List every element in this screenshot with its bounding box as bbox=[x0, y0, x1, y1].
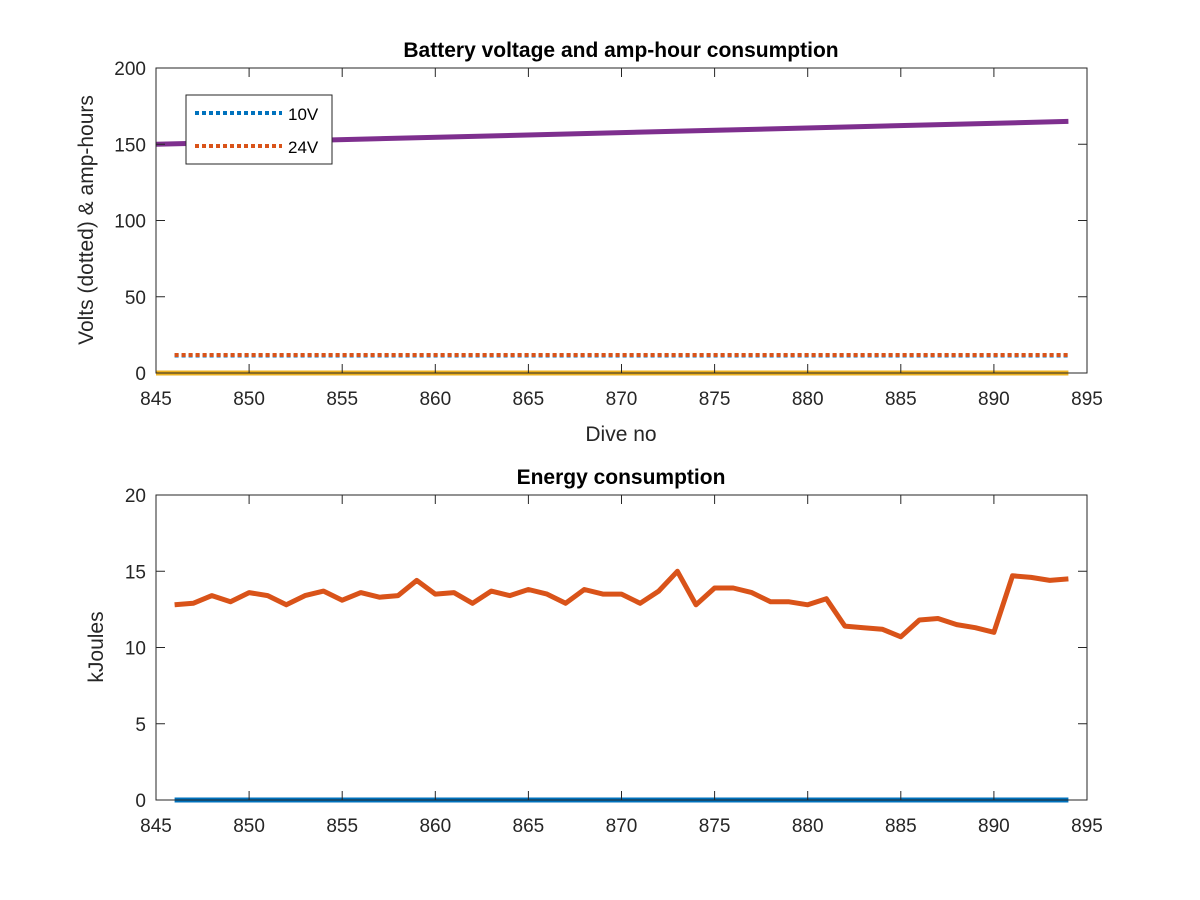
y-tick-label: 0 bbox=[135, 791, 146, 812]
x-tick-label: 880 bbox=[792, 389, 824, 410]
x-tick-label: 865 bbox=[513, 816, 545, 837]
ticks-bottom: 845 850 855 860 865 870 875 880 885 890 895 0 5 10 15 2… bbox=[125, 486, 1103, 837]
x-tick-label: 885 bbox=[885, 389, 917, 410]
y-tick-label: 0 bbox=[135, 364, 146, 385]
x-tick-label: 870 bbox=[606, 389, 638, 410]
series-line-bottom-0 bbox=[174, 568, 1069, 640]
y-axis-label-top: Volts (dotted) & amp-hours bbox=[75, 95, 98, 345]
y-tick-label: 100 bbox=[114, 212, 146, 233]
x-tick-label: 850 bbox=[233, 389, 265, 410]
chart-title-top: Battery voltage and amp-hour consumption bbox=[403, 39, 838, 62]
legend: 10V 24V bbox=[185, 94, 333, 165]
plot-area-bottom bbox=[156, 495, 1087, 800]
x-tick-label: 885 bbox=[885, 816, 917, 837]
x-axis-label-top: Dive no bbox=[585, 423, 656, 446]
x-tick-label: 880 bbox=[792, 816, 824, 837]
x-tick-label: 895 bbox=[1071, 816, 1103, 837]
x-tick-label: 860 bbox=[419, 389, 451, 410]
x-tick-label: 890 bbox=[978, 816, 1010, 837]
ticks-top: 845 850 855 860 865 870 875 880 885 890 895 0 50 100 1… bbox=[114, 59, 1103, 410]
y-tick-label: 20 bbox=[125, 486, 146, 507]
legend-label-24v: 24V bbox=[288, 138, 319, 157]
x-tick-label: 855 bbox=[326, 816, 358, 837]
x-tick-label: 845 bbox=[140, 389, 172, 410]
x-tick-label: 860 bbox=[419, 816, 451, 837]
x-tick-label: 895 bbox=[1071, 389, 1103, 410]
x-tick-label: 855 bbox=[326, 389, 358, 410]
x-tick-label: 890 bbox=[978, 389, 1010, 410]
y-axis-label-bottom: kJoules bbox=[85, 611, 108, 682]
x-tick-label: 850 bbox=[233, 816, 265, 837]
y-tick-label: 200 bbox=[114, 59, 146, 80]
x-tick-label: 845 bbox=[140, 816, 172, 837]
x-tick-label: 870 bbox=[606, 816, 638, 837]
legend-label-10v: 10V bbox=[288, 105, 319, 124]
y-tick-label: 50 bbox=[125, 288, 146, 309]
y-tick-label: 5 bbox=[135, 715, 146, 736]
axes-battery-voltage: 845 850 855 860 865 870 875 880 885 890 895 0 50 100 1… bbox=[75, 39, 1103, 446]
x-tick-label: 865 bbox=[513, 389, 545, 410]
axes-energy-consumption: 845 850 855 860 865 870 875 880 885 890 895 0 5 10 15 2… bbox=[85, 466, 1103, 837]
y-tick-label: 150 bbox=[114, 135, 146, 156]
x-tick-label: 875 bbox=[699, 389, 731, 410]
x-tick-label: 875 bbox=[699, 816, 731, 837]
y-tick-label: 15 bbox=[125, 562, 146, 583]
y-tick-label: 10 bbox=[125, 639, 146, 660]
legend-box bbox=[185, 94, 333, 165]
chart-title-bottom: Energy consumption bbox=[517, 466, 726, 489]
